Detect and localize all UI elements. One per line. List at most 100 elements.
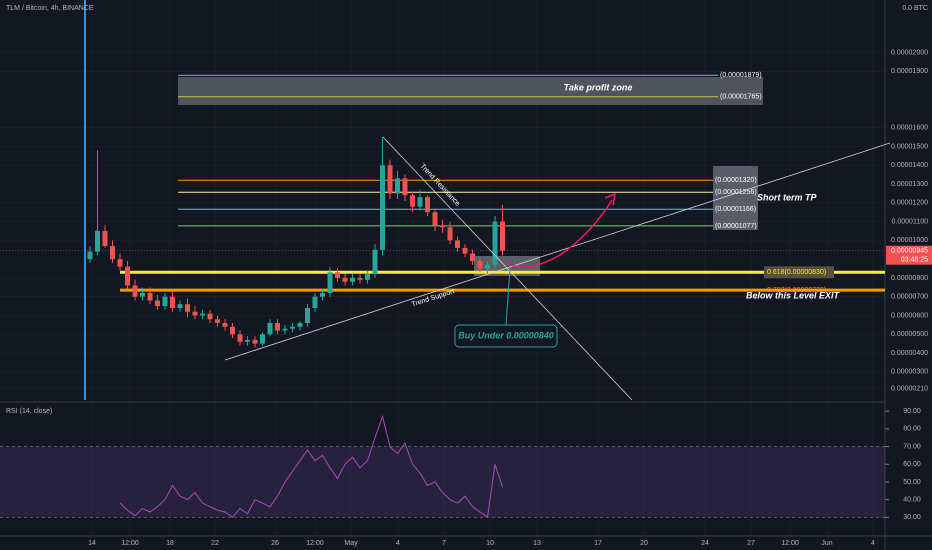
trend-support-line (224, 142, 891, 361)
buy-label: Buy Under 0.00000840 (458, 330, 554, 340)
candle-body (132, 285, 138, 297)
level-label: (0.00001256) (715, 189, 757, 196)
candle-body (485, 264, 490, 269)
candle-body (455, 240, 460, 248)
candle-body (440, 225, 445, 228)
x-tick-label: May (344, 540, 358, 547)
y-tick-label: 0.00001200 (891, 200, 928, 207)
candle-body (447, 227, 453, 241)
candle-body (147, 292, 153, 301)
x-tick-label: Jun (821, 540, 832, 547)
candle-body (290, 326, 295, 329)
last-price-tag (886, 245, 932, 265)
x-tick-label: 20 (640, 540, 648, 547)
rsi-band (0, 446, 885, 518)
x-tick-label: 17 (594, 540, 602, 547)
candle-body (312, 296, 318, 308)
y-tick-label: 0.00000600 (891, 312, 928, 319)
level-label: (0.00001320) (715, 177, 757, 184)
x-tick-label: 4 (396, 540, 400, 547)
candle-body (500, 221, 505, 251)
y-tick-label: 0.00000210 (891, 386, 928, 393)
y-tick-label: 0.00002000 (891, 49, 928, 56)
y-tick-label: 0.00001300 (891, 181, 928, 188)
level-label: (0.00001077) (715, 223, 757, 230)
short-tp-box (713, 166, 758, 230)
candle-body (117, 259, 123, 267)
candle-body (297, 323, 303, 327)
trend-resistance-line (382, 136, 633, 401)
candle-body (342, 277, 348, 282)
candle-body (425, 197, 430, 213)
target-arrowhead (604, 192, 616, 206)
candle-body (305, 307, 310, 324)
grid (0, 0, 885, 536)
candle-body (395, 178, 400, 194)
candle-body (357, 277, 363, 280)
x-tick-label: 12:00 (121, 540, 139, 547)
level-label: 0.702(0.00000735) (767, 287, 826, 294)
y-tick-label: 0.00000700 (891, 294, 928, 301)
candle-body (380, 165, 385, 250)
candle-body (162, 296, 168, 307)
candle-body (155, 300, 160, 307)
candle-body (402, 178, 408, 196)
y-tick-label: 0.00001400 (891, 162, 928, 169)
rsi-tick-label: 50.00 (903, 479, 921, 486)
candle-body (185, 304, 190, 312)
candle-body (417, 197, 423, 207)
level-label-box (764, 266, 834, 279)
rsi-pane (0, 410, 889, 519)
x-tick-label: 4 (871, 540, 875, 547)
y-tick-label: 0.00000400 (891, 350, 928, 357)
buy-label-box (454, 324, 558, 348)
take-profit-box (178, 77, 763, 105)
candle-body (200, 313, 205, 316)
countdown: 03:48:25 (901, 257, 928, 264)
candle-body (477, 261, 483, 269)
candle-body (110, 246, 115, 260)
candle-body (492, 221, 498, 265)
candle-body (320, 292, 325, 297)
candle-body (335, 272, 340, 278)
candle-body (410, 195, 415, 207)
y-tick-label: 0.00001000 (891, 237, 928, 244)
chart-title: TLM / Bitcoin, 4h, BINANCE (6, 5, 94, 12)
target-curve (504, 199, 613, 268)
candle-body (470, 253, 475, 262)
candle-body (177, 304, 183, 308)
candle-body (95, 230, 100, 252)
candle-body (207, 313, 213, 320)
rsi-title: RSI (14, close) (6, 408, 52, 415)
rsi-line (119, 414, 503, 519)
y-tick-label: 0.00001500 (891, 143, 928, 150)
candle-body (252, 339, 258, 344)
x-tick-label: 14 (88, 540, 96, 547)
candle-body (365, 274, 370, 280)
exit-label: Below this Level EXIT (746, 290, 841, 300)
candle-body (327, 272, 333, 293)
candle-body (125, 266, 130, 286)
x-tick-label: 27 (747, 540, 755, 547)
rsi-tick-label: 80.00 (903, 426, 921, 433)
buy-pointer (505, 267, 511, 326)
candle-body (87, 251, 93, 260)
x-tick-label: 22 (211, 540, 219, 547)
candle-body (372, 249, 378, 275)
axis-unit: 0.0 BTC (902, 5, 928, 12)
short-tp-label: Short term TP (757, 192, 818, 202)
x-tick-label: 26 (271, 540, 279, 547)
rsi-tick-label: 70.00 (903, 443, 921, 450)
levels: (0.00001879) (0.00001765) (0.00001320) (0.0… (120, 72, 885, 294)
candle-body (267, 323, 273, 335)
y-tick-label: 0.00001600 (891, 125, 928, 132)
x-tick-label: 18 (166, 540, 174, 547)
y-tick-label: 0.00000800 (891, 275, 928, 282)
y-tick-label: 0.00001900 (891, 68, 928, 75)
candle-body (192, 311, 198, 316)
y-tick-label: 0.00001100 (892, 218, 929, 225)
candle-body (230, 326, 235, 335)
x-tick-label: 12:00 (781, 540, 799, 547)
x-tick-label: 10 (486, 540, 494, 547)
